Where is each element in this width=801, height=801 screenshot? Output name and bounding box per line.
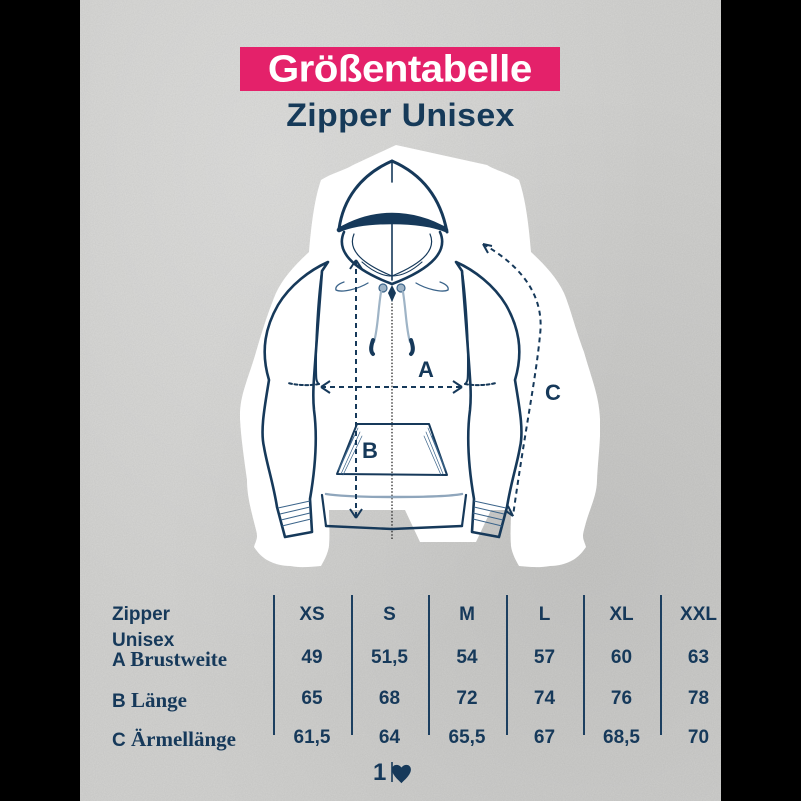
- svg-text:A: A: [418, 357, 434, 382]
- svg-text:B: B: [362, 438, 378, 463]
- svg-text:1: 1: [373, 759, 386, 786]
- svg-text:C: C: [545, 380, 561, 405]
